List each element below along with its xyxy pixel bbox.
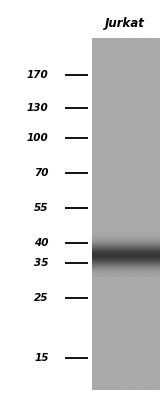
Text: 25: 25: [34, 293, 49, 303]
Text: 70: 70: [34, 168, 49, 178]
Text: 55: 55: [34, 203, 49, 213]
Text: 40: 40: [34, 238, 49, 248]
Text: 130: 130: [27, 103, 49, 113]
Text: 35: 35: [34, 258, 49, 268]
Text: 15: 15: [34, 353, 49, 363]
Text: 170: 170: [27, 70, 49, 80]
Text: Jurkat: Jurkat: [105, 17, 145, 30]
Text: 100: 100: [27, 133, 49, 143]
